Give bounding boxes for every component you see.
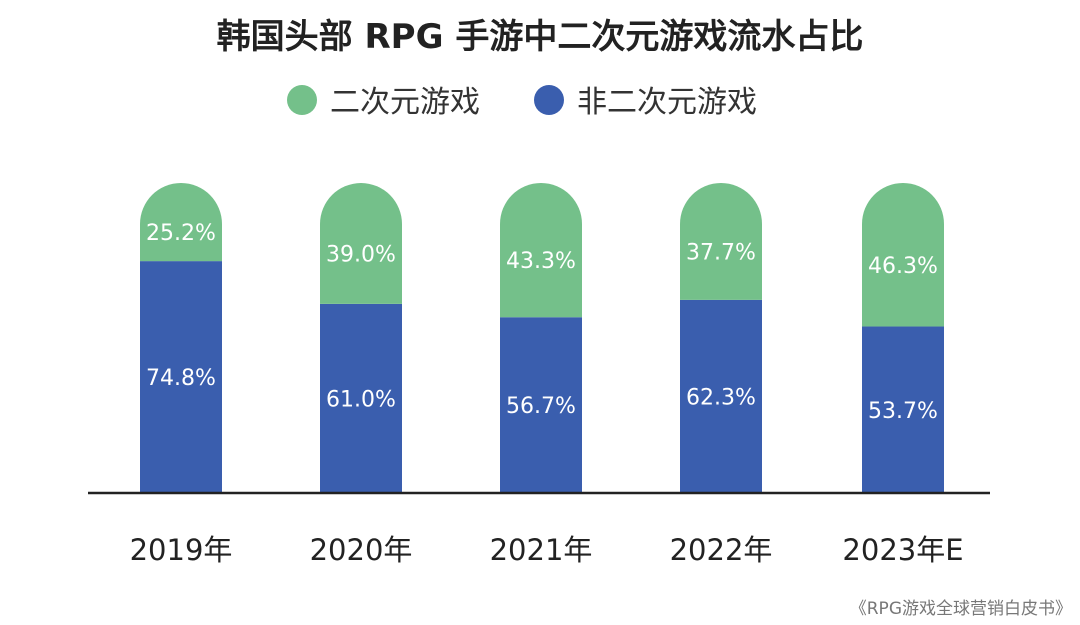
bar-non-anime xyxy=(862,326,944,493)
x-tick-label: 2022年 xyxy=(670,533,773,567)
legend-marker-non-anime xyxy=(534,85,564,115)
data-label-non-anime: 53.7% xyxy=(868,399,938,424)
legend-label-non-anime: 非二次元游戏 xyxy=(577,85,757,120)
data-label-anime: 39.0% xyxy=(326,242,396,267)
chart-title: 韩国头部 RPG 手游中二次元游戏流水占比 xyxy=(217,17,864,57)
source-note: 《RPG游戏全球营销白皮书》 xyxy=(850,599,1072,619)
bar-anime xyxy=(140,183,222,262)
bar-anime xyxy=(680,183,762,300)
x-tick-label: 2020年 xyxy=(310,533,413,567)
bar-anime xyxy=(320,183,402,304)
legend-label-anime: 二次元游戏 xyxy=(330,85,480,120)
x-tick-label: 2019年 xyxy=(130,533,233,567)
legend-marker-anime xyxy=(287,85,317,115)
data-label-non-anime: 74.8% xyxy=(146,366,216,391)
bar-anime xyxy=(500,183,582,318)
data-label-anime: 43.3% xyxy=(506,249,576,274)
data-label-non-anime: 56.7% xyxy=(506,394,576,419)
data-label-anime: 25.2% xyxy=(146,221,216,246)
data-label-anime: 37.7% xyxy=(686,240,756,265)
data-label-non-anime: 61.0% xyxy=(326,387,396,412)
bar-non-anime xyxy=(140,261,222,493)
bar-non-anime xyxy=(680,299,762,493)
bar-non-anime xyxy=(500,317,582,493)
x-tick-label: 2023年E xyxy=(842,533,963,567)
data-label-anime: 46.3% xyxy=(868,254,938,279)
bar-non-anime xyxy=(320,303,402,493)
data-label-non-anime: 62.3% xyxy=(686,385,756,410)
bar-anime xyxy=(862,183,944,327)
x-tick-label: 2021年 xyxy=(490,533,593,567)
